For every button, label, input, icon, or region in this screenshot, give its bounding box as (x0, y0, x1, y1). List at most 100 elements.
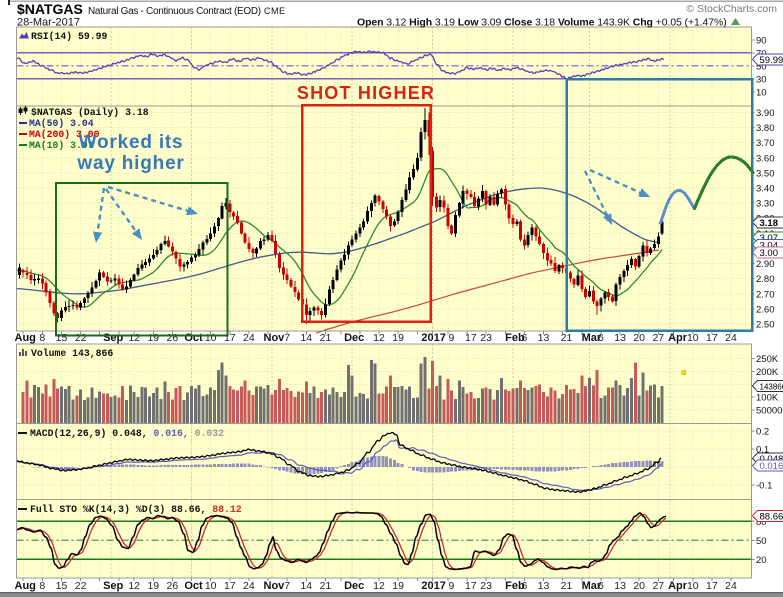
svg-text:17: 17 (706, 580, 718, 592)
svg-text:10: 10 (756, 87, 767, 98)
svg-text:27: 27 (652, 332, 664, 344)
svg-text:Oct: Oct (184, 332, 203, 344)
svg-text:-0.1: -0.1 (756, 481, 772, 492)
svg-text:50: 50 (756, 536, 767, 547)
svg-text:2.70: 2.70 (756, 289, 775, 300)
svg-text:100K: 100K (756, 393, 779, 404)
svg-text:MA(50) 3.04: MA(50) 3.04 (29, 118, 94, 129)
svg-text:MA(10) 3.07: MA(10) 3.07 (29, 140, 94, 151)
svg-text:7: 7 (284, 580, 290, 592)
svg-text:3.50: 3.50 (756, 168, 775, 179)
svg-text:3.70: 3.70 (756, 138, 775, 149)
svg-text:CME: CME (264, 6, 286, 16)
svg-text:13: 13 (538, 332, 550, 344)
svg-text:7: 7 (284, 332, 290, 344)
svg-text:2.60: 2.60 (756, 304, 775, 315)
svg-text:0.048: 0.048 (760, 454, 783, 465)
svg-text:Open 3.12 High 3.19 Low 3.09 C: Open 3.12 High 3.19 Low 3.09 Close 3.18 … (357, 17, 727, 29)
svg-text:0.1: 0.1 (756, 445, 769, 456)
svg-text:Nov: Nov (264, 332, 286, 344)
svg-text:9: 9 (448, 332, 454, 344)
svg-text:3.04: 3.04 (760, 240, 779, 251)
svg-text:28-Mar-2017: 28-Mar-2017 (17, 17, 80, 29)
svg-text:19: 19 (392, 580, 404, 592)
svg-text:$NATGAS: $NATGAS (17, 1, 83, 17)
svg-text:27: 27 (652, 580, 664, 592)
svg-text:10: 10 (205, 580, 217, 592)
svg-text:21: 21 (561, 332, 573, 344)
svg-text:13: 13 (614, 580, 626, 592)
svg-text:3.18: 3.18 (760, 218, 779, 229)
svg-text:12: 12 (373, 580, 385, 592)
svg-text:143866: 143866 (760, 382, 783, 391)
svg-text:2017: 2017 (421, 332, 445, 344)
svg-text:0.016: 0.016 (760, 461, 783, 472)
svg-text:Feb: Feb (505, 580, 525, 592)
svg-text:20: 20 (633, 332, 645, 344)
svg-text:Mar: Mar (582, 332, 602, 344)
svg-text:20: 20 (756, 555, 767, 566)
svg-text:59.99: 59.99 (760, 55, 783, 66)
svg-text:8: 8 (39, 580, 45, 592)
svg-text:21: 21 (561, 580, 573, 592)
svg-text:24: 24 (243, 580, 255, 592)
svg-text:17: 17 (465, 332, 477, 344)
svg-text:12: 12 (128, 580, 140, 592)
svg-text:3.07: 3.07 (760, 233, 779, 244)
svg-text:3.80: 3.80 (756, 123, 775, 134)
svg-text:23: 23 (480, 580, 492, 592)
svg-text:50000: 50000 (756, 406, 782, 417)
svg-text:15: 15 (56, 332, 68, 344)
svg-text:$NATGAS (Daily) 3.18: $NATGAS (Daily) 3.18 (31, 107, 149, 118)
svg-text:Full STO %K(14,3) %D(3) 88.66,: Full STO %K(14,3) %D(3) 88.66, 88.12 (30, 504, 242, 515)
svg-text:3.90: 3.90 (756, 108, 775, 119)
svg-text:13: 13 (538, 580, 550, 592)
svg-text:Volume 143,866: Volume 143,866 (31, 348, 113, 359)
svg-text:26: 26 (167, 332, 179, 344)
svg-text:10: 10 (687, 332, 699, 344)
svg-text:22: 22 (75, 580, 87, 592)
svg-text:13: 13 (614, 332, 626, 344)
svg-text:SHOT HIGHER: SHOT HIGHER (297, 83, 435, 103)
svg-text:17: 17 (465, 580, 477, 592)
svg-text:19: 19 (147, 332, 159, 344)
svg-text:3.00: 3.00 (760, 248, 779, 259)
svg-text:22: 22 (75, 332, 87, 344)
svg-text:Feb: Feb (505, 332, 525, 344)
svg-text:10: 10 (687, 580, 699, 592)
svg-text:6: 6 (521, 332, 527, 344)
svg-text:MACD(12,26,9) 0.048, 0.016, 0.: MACD(12,26,9) 0.048, 0.016, 0.032 (30, 428, 224, 439)
svg-text:21: 21 (320, 332, 332, 344)
svg-text:Nov: Nov (264, 580, 286, 592)
svg-text:Aug: Aug (15, 580, 36, 592)
svg-text:250K: 250K (756, 354, 779, 365)
svg-text:© StockCharts.com: © StockCharts.com (686, 3, 777, 15)
svg-text:17: 17 (224, 580, 236, 592)
svg-text:3.30: 3.30 (756, 199, 775, 210)
svg-text:Natural Gas - Continuous Contr: Natural Gas - Continuous Contract (EOD) (88, 6, 261, 17)
svg-text:Mar: Mar (582, 580, 602, 592)
svg-text:2.50: 2.50 (756, 320, 775, 331)
svg-text:90: 90 (756, 35, 767, 46)
svg-text:12: 12 (373, 332, 385, 344)
svg-text:88.66: 88.66 (760, 511, 783, 522)
svg-text:0.2: 0.2 (756, 427, 769, 438)
svg-text:24: 24 (725, 332, 737, 344)
svg-text:50: 50 (756, 61, 767, 72)
svg-text:2.80: 2.80 (756, 274, 775, 285)
svg-text:21: 21 (320, 580, 332, 592)
svg-text:14: 14 (300, 580, 312, 592)
svg-text:Dec: Dec (344, 332, 364, 344)
svg-text:80: 80 (756, 517, 767, 528)
svg-text:19: 19 (147, 580, 159, 592)
svg-text:24: 24 (243, 332, 255, 344)
svg-text:24: 24 (725, 580, 737, 592)
svg-text:2.90: 2.90 (756, 259, 775, 270)
svg-text:Worked its: Worked its (79, 132, 184, 153)
svg-text:30: 30 (756, 74, 767, 85)
svg-text:17: 17 (224, 332, 236, 344)
svg-text:RSI(14) 59.99: RSI(14) 59.99 (31, 31, 108, 42)
svg-text:MA(200) 3.00: MA(200) 3.00 (29, 129, 100, 140)
svg-text:Dec: Dec (344, 580, 364, 592)
svg-text:8: 8 (39, 332, 45, 344)
